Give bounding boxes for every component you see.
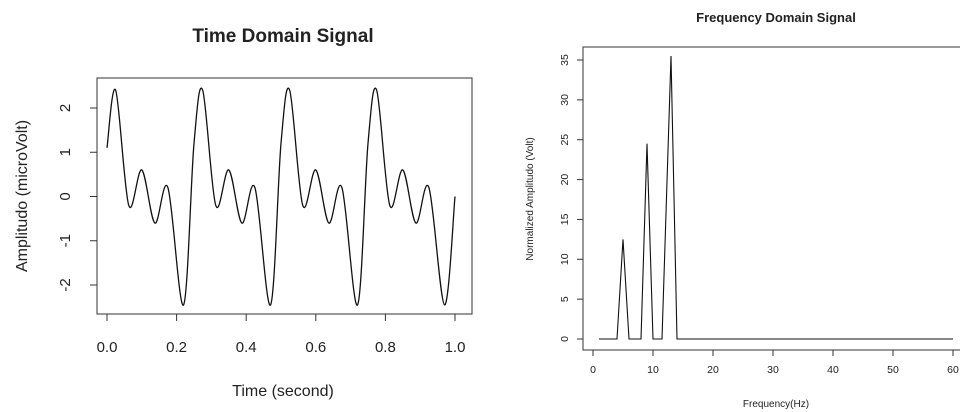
- time-y-tick-label: -1: [57, 234, 74, 247]
- freq-y-tick-label: 5: [559, 296, 571, 302]
- freq-y-tick-label: 15: [559, 213, 571, 225]
- freq-series-line: [599, 55, 953, 340]
- freq-x-tick-label: 30: [767, 364, 779, 376]
- time-x-tick-label: 0.4: [236, 339, 257, 356]
- freq-y-tick-label: 30: [559, 94, 571, 106]
- time-chart-title: Time Domain Signal: [192, 26, 373, 47]
- freq-y-tick-label: 25: [559, 134, 571, 146]
- time-domain-chart: Time Domain Signal 0.0 0.2 0.4 0.6 0.8 1.0 -2 -…: [14, 26, 473, 400]
- freq-y-tick-label: 0: [559, 336, 571, 342]
- freq-chart-title: Frequency Domain Signal: [696, 10, 856, 25]
- freq-y-axis-label: Normalized Amplitudo (Volt): [525, 137, 536, 260]
- time-x-tick-label: 1.0: [445, 339, 466, 356]
- freq-y-tick-label: 35: [559, 54, 571, 66]
- time-x-tick-label: 0.8: [375, 339, 396, 356]
- frequency-domain-chart: Frequency Domain Signal 0 10 20 30 40 50 60 0 5 1…: [525, 10, 960, 410]
- freq-x-tick-label: 40: [827, 364, 839, 376]
- freq-x-tick-label: 20: [707, 364, 719, 376]
- time-y-tick-label: 1: [57, 148, 74, 156]
- freq-x-tick-label: 60: [947, 364, 959, 376]
- freq-x-tick-label: 10: [647, 364, 659, 376]
- freq-y-tick-label: 20: [559, 174, 571, 186]
- time-x-tick-label: 0.0: [97, 339, 118, 356]
- time-axis-ticks: 0.0 0.2 0.4 0.6 0.8 1.0 -2 -1 0 1 2: [57, 104, 465, 356]
- time-y-tick-label: -2: [57, 278, 74, 291]
- time-x-tick-label: 0.6: [305, 339, 326, 356]
- time-series-line: [106, 87, 456, 306]
- time-y-axis-label: Amplitudo (microVolt): [14, 120, 31, 272]
- time-y-tick-label: 0: [57, 192, 74, 200]
- freq-x-axis-label: Frequency(Hz): [743, 399, 809, 410]
- time-x-axis-label: Time (second): [232, 383, 334, 400]
- time-plot-frame: [96, 77, 473, 315]
- freq-x-tick-label: 0: [590, 364, 596, 376]
- time-x-tick-label: 0.2: [166, 339, 187, 356]
- freq-axis-ticks: 0 10 20 30 40 50 60 0 5 10 15 20 25 30 35: [559, 54, 959, 376]
- freq-x-tick-label: 50: [887, 364, 899, 376]
- freq-y-tick-label: 10: [559, 253, 571, 265]
- freq-plot-frame: [582, 46, 960, 351]
- time-y-tick-label: 2: [57, 104, 74, 112]
